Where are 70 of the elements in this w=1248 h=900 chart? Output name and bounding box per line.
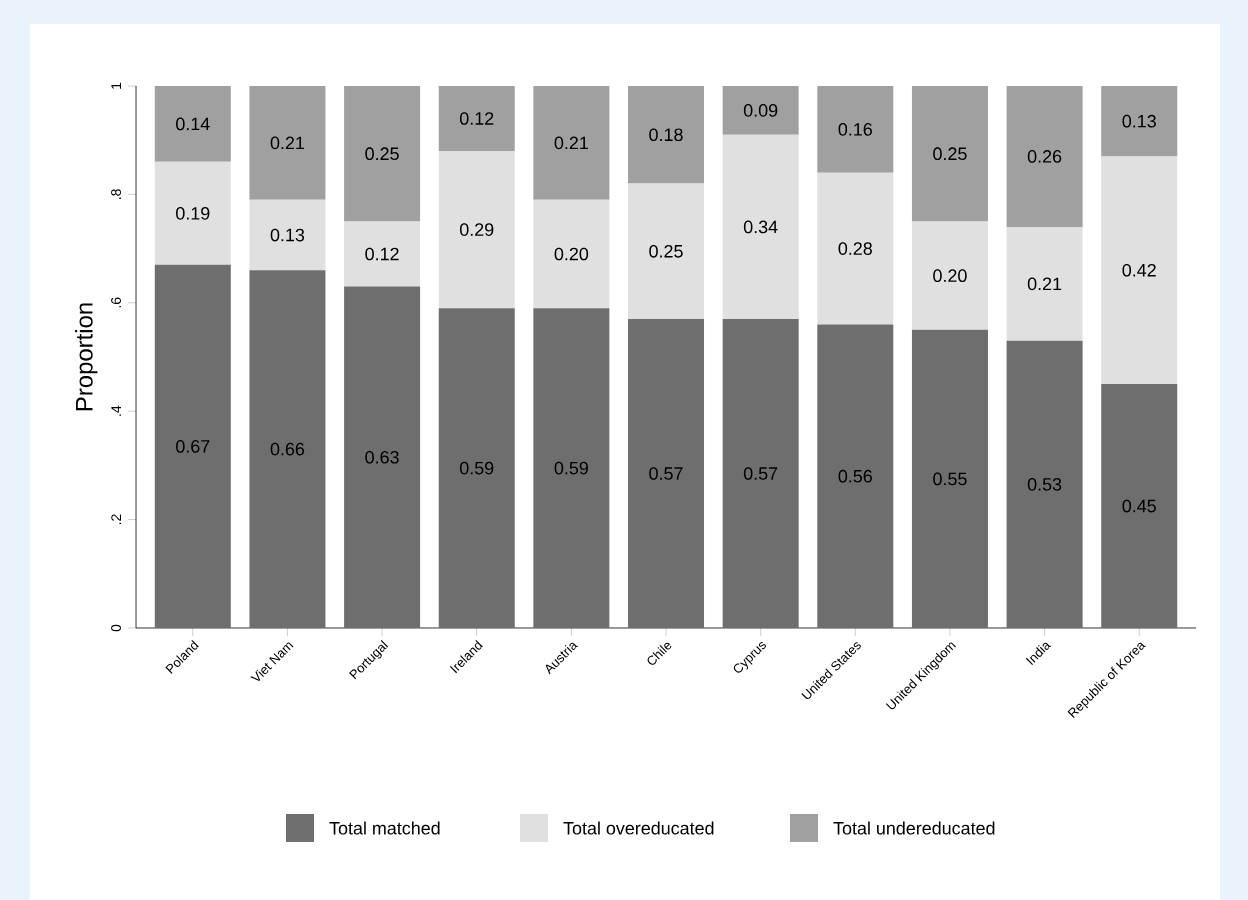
data-label: 0.20	[933, 269, 967, 283]
bar	[1006, 340, 1083, 628]
bar	[344, 286, 421, 628]
data-label: 0.09	[743, 104, 778, 117]
bar	[344, 85, 421, 222]
data-label: 0.13	[1122, 114, 1156, 128]
bar	[817, 324, 894, 628]
bar	[1101, 384, 1178, 628]
bar	[533, 308, 610, 628]
data-label: 0.57	[743, 467, 778, 480]
data-label: 0.25	[933, 147, 967, 161]
data-label: 0.21	[1027, 277, 1062, 291]
data-label: 0.28	[838, 242, 872, 255]
bar	[1101, 156, 1178, 385]
data-label: 0.29	[459, 223, 494, 236]
data-label: 0.59	[554, 461, 588, 475]
bar	[438, 85, 515, 152]
data-label: 0.21	[554, 136, 588, 150]
bar	[722, 85, 799, 135]
data-label: 0.63	[365, 450, 399, 464]
bar	[1101, 85, 1178, 157]
bar	[1006, 226, 1083, 341]
legend-label: Total undereducated	[833, 821, 995, 835]
bar	[249, 270, 326, 628]
bar	[911, 221, 988, 330]
data-label: 0.34	[743, 220, 778, 234]
bar	[154, 161, 231, 265]
legend-label: Total matched	[329, 821, 440, 835]
bar	[154, 264, 231, 628]
data-label: 0.20	[554, 247, 589, 261]
data-label: 0.45	[1122, 499, 1156, 513]
bar	[249, 199, 326, 271]
data-label: 0.56	[838, 469, 872, 483]
data-label: 0.66	[270, 442, 305, 456]
bar	[154, 85, 231, 162]
y-axis-title: Proportion	[75, 303, 98, 411]
bar	[628, 85, 705, 184]
legend-label: Total overeducated	[563, 821, 714, 835]
bar	[722, 134, 799, 320]
data-label: 0.21	[270, 136, 305, 150]
bar	[817, 85, 894, 173]
bar	[533, 199, 610, 309]
data-label: 0.26	[1027, 150, 1062, 163]
data-label: 0.14	[176, 117, 210, 131]
bar	[438, 308, 515, 628]
data-label: 0.12	[459, 112, 494, 125]
data-label: 0.57	[649, 467, 683, 480]
bar	[628, 183, 705, 320]
bar	[911, 85, 988, 222]
bar	[722, 319, 799, 628]
data-label: 0.55	[933, 472, 967, 486]
bar	[911, 329, 988, 628]
bar	[1006, 85, 1083, 227]
data-label: 0.59	[459, 461, 494, 475]
data-label: 0.67	[176, 440, 210, 453]
bar	[628, 319, 705, 628]
data-label: 0.12	[365, 247, 399, 261]
bar	[533, 85, 610, 200]
bar	[344, 221, 421, 287]
bar	[249, 85, 326, 200]
data-label: 0.18	[649, 128, 683, 142]
data-label: 0.25	[649, 244, 683, 258]
data-label: 0.25	[365, 147, 399, 161]
data-label: 0.19	[176, 206, 210, 220]
data-label: 0.16	[838, 122, 872, 136]
data-label: 0.42	[1122, 263, 1156, 277]
data-label: 0.13	[270, 228, 305, 242]
data-label: 0.53	[1027, 477, 1062, 491]
bar	[817, 172, 894, 325]
bar	[438, 151, 515, 309]
